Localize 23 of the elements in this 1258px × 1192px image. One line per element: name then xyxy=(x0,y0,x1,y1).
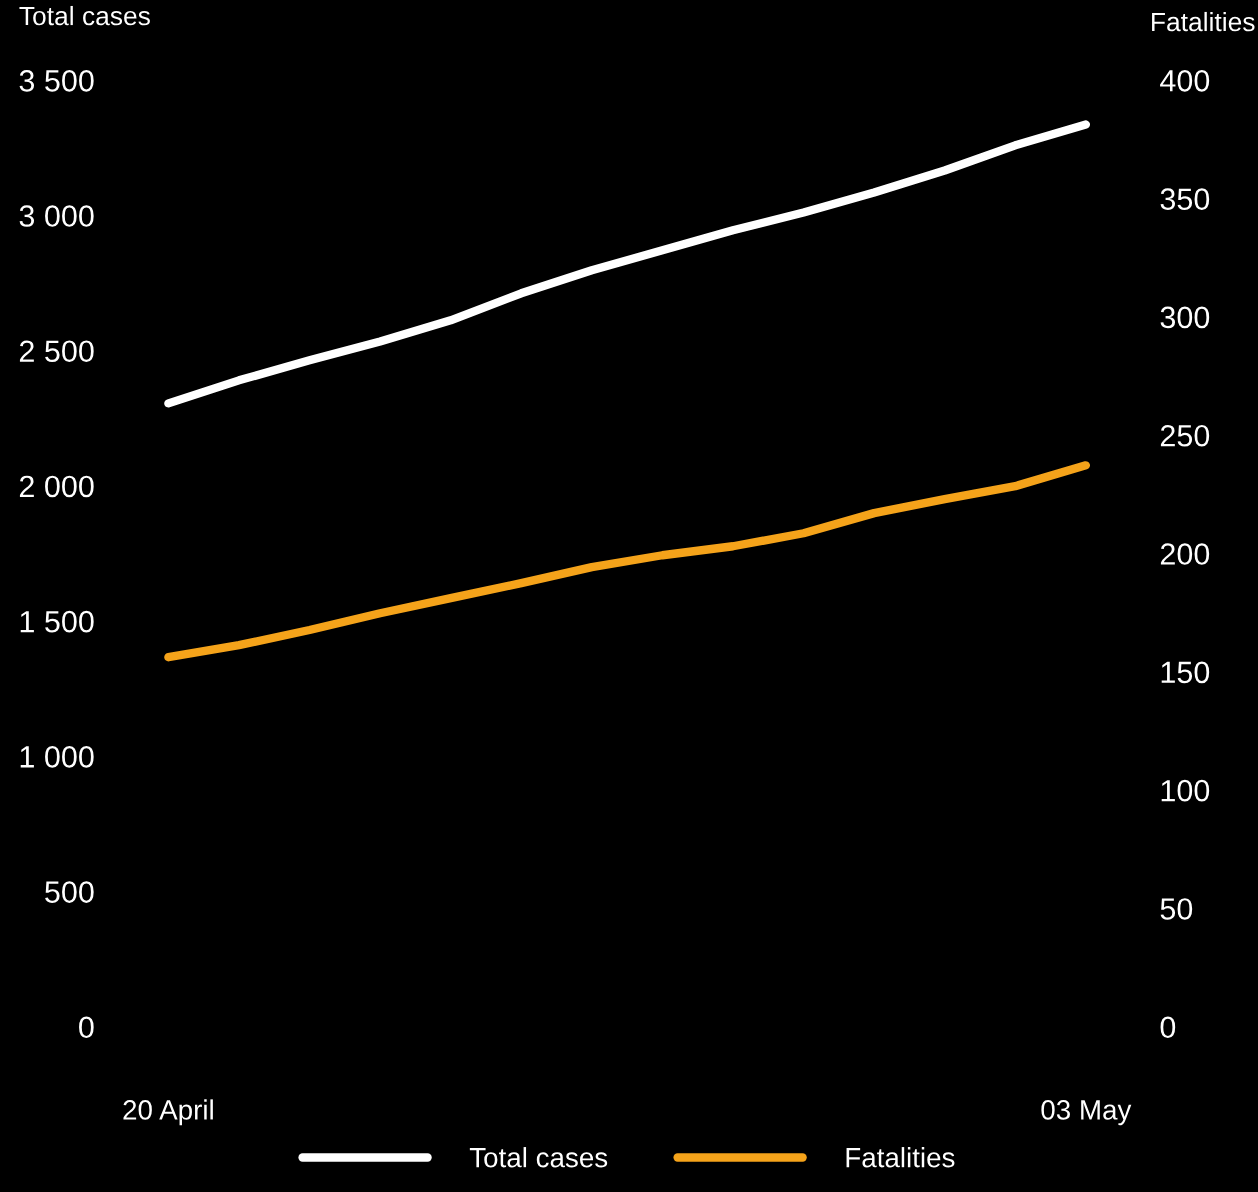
y2-tick-label: 300 xyxy=(1160,306,1210,329)
x-tick-label: 03 May xyxy=(1041,1100,1132,1126)
y-axis-title: Total cases xyxy=(19,5,150,26)
y2-tick-label: 0 xyxy=(1160,1016,1176,1039)
y2-tick-label: 150 xyxy=(1161,661,1210,684)
y2-tick-label: 350 xyxy=(1160,188,1210,210)
y2-tick-label: 200 xyxy=(1160,543,1210,565)
y-tick-label: 1 500 xyxy=(20,610,94,633)
y2-tick-label: 250 xyxy=(1160,424,1210,447)
y-tick-label: 3 000 xyxy=(19,205,94,227)
y-tick-label: 2 500 xyxy=(19,340,94,363)
y2-tick-label: 100 xyxy=(1161,779,1210,802)
y-tick-label: 1 000 xyxy=(20,746,94,768)
x-tick-label: 20 April xyxy=(123,1099,213,1126)
y2-axis-title: Fatalities xyxy=(1152,11,1255,32)
legend-label: Total cases xyxy=(469,1147,608,1168)
y2-tick-label: 400 xyxy=(1160,70,1210,92)
y2-tick-label: 50 xyxy=(1160,898,1193,920)
y-tick-label: 2 000 xyxy=(19,475,94,498)
y-tick-label: 500 xyxy=(45,881,94,903)
y-tick-label: 0 xyxy=(79,1016,94,1039)
y-tick-label: 3 500 xyxy=(19,70,94,92)
legend-label: Fatalities xyxy=(846,1147,955,1168)
